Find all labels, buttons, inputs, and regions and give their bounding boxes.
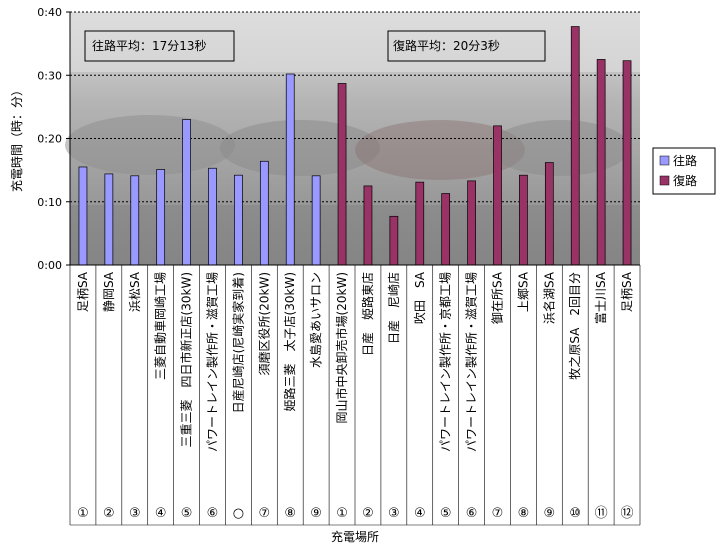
category-marker: ③ — [129, 506, 141, 521]
category-label: 吹田 SA — [413, 271, 427, 324]
svg-text:復路平均：20分3秒: 復路平均：20分3秒 — [393, 38, 500, 53]
y-tick-label: 0:10 — [37, 196, 62, 209]
category-marker: ⑨ — [543, 506, 555, 521]
y-tick-label: 0:00 — [37, 259, 62, 272]
category-label: 足柄SA — [620, 271, 634, 312]
category-label: 岡山市中央卸売市場(20kW) — [334, 272, 349, 423]
category-marker: ⑦ — [258, 506, 270, 521]
bar — [363, 185, 373, 266]
bar — [104, 173, 114, 266]
bar — [570, 26, 580, 266]
category-marker: ④ — [414, 506, 426, 521]
category-label: 三菱自動車岡崎工場 — [154, 272, 168, 380]
bar — [78, 166, 88, 266]
bar — [337, 83, 347, 266]
bar — [156, 169, 166, 266]
category-marker: ⑥ — [466, 506, 478, 521]
annotation-return-avg: 復路平均：20分3秒 — [387, 30, 546, 62]
category-marker: ○ — [233, 506, 244, 521]
bar — [130, 175, 140, 266]
category-marker: ⑦ — [492, 506, 504, 521]
category-label: 日産 尼崎店 — [386, 272, 401, 344]
y-tick-label: 0:20 — [37, 133, 62, 146]
category-marker: ① — [77, 506, 89, 521]
bar — [519, 174, 528, 266]
bar — [182, 119, 191, 266]
category-marker: ⑧ — [518, 506, 530, 521]
y-tick-label: 0:40 — [37, 6, 62, 19]
category-marker: ④ — [155, 506, 167, 521]
bar — [493, 125, 502, 266]
category-label: 御在所SA — [490, 271, 505, 324]
category-marker: ⑤ — [440, 506, 452, 521]
annotation-outbound-avg: 往路平均：17分13秒 — [84, 30, 235, 62]
category-label: 上郷SA — [516, 271, 530, 312]
legend-swatch-outbound — [659, 155, 670, 166]
category-marker: ⑫ — [621, 506, 634, 521]
category-label: パワートレイン製作所・滋賀工場 — [465, 272, 479, 452]
category-label: 水島愛あいサロン — [308, 272, 323, 368]
legend-label-outbound: 往路 — [673, 153, 697, 168]
bar — [285, 73, 295, 266]
category-marker: ⑥ — [207, 506, 219, 521]
category-label: 静岡SA — [102, 271, 116, 312]
x-axis-label: 充電場所 — [331, 529, 379, 544]
bar — [622, 60, 632, 266]
bar — [389, 215, 399, 266]
legend-swatch-return — [659, 175, 670, 186]
bar — [208, 167, 217, 266]
bar — [311, 175, 321, 266]
bar — [596, 59, 606, 266]
y-tick-labels: 0:00 0:10 0:20 0:30 0:40 — [37, 6, 70, 272]
category-marker: ⑤ — [181, 506, 193, 521]
category-marker: ⑧ — [284, 506, 296, 521]
legend-label-return: 復路 — [673, 173, 697, 188]
y-axis-label: 充電時間（時：分） — [9, 84, 24, 192]
category-label: 三重三菱 四日市新正店(30kW) — [179, 272, 194, 447]
bar — [441, 193, 451, 266]
category-marker: ⑪ — [595, 506, 608, 521]
category-marker: ⑨ — [310, 506, 322, 521]
category-marker: ③ — [388, 506, 400, 521]
bar — [544, 162, 554, 266]
bars — [78, 26, 632, 266]
category-label: 浜名湖SA — [541, 271, 556, 324]
category-label: 牧之原SA 2回目分 — [568, 272, 582, 380]
category-label: 浜松SA — [128, 271, 142, 312]
category-label: 日産尼崎店(尼崎実家到着) — [230, 272, 245, 413]
bar — [415, 181, 425, 266]
x-tick-labels: 足柄SA ① 静岡SA ② 浜松SA ③ 三菱自動車岡崎工場 ④ 三重三菱 四日市新正店(30k… — [69, 265, 641, 526]
bar — [234, 174, 243, 266]
category-label: 日産 姫路東店 — [360, 272, 375, 356]
category-label: 須磨区役所(20kW) — [256, 272, 271, 375]
gridlines — [70, 11, 640, 203]
category-label: 姫路三菱 太子店(30kW) — [282, 272, 297, 411]
category-label: パワートレイン製作所・滋賀工場 — [206, 272, 220, 452]
category-marker: ② — [103, 506, 115, 521]
category-label: パワートレイン製作所・京都工場 — [439, 272, 453, 452]
category-marker: ① — [336, 506, 348, 521]
legend: 往路 復路 — [652, 147, 716, 195]
bar — [259, 160, 269, 266]
category-marker: ⑩ — [569, 506, 581, 521]
category-marker: ② — [362, 506, 374, 521]
y-tick-label: 0:30 — [37, 69, 62, 82]
category-label: 富士川SA — [593, 271, 608, 324]
category-label: 足柄SA — [76, 271, 90, 312]
bar — [467, 180, 476, 266]
svg-text:往路平均：17分13秒: 往路平均：17分13秒 — [92, 38, 207, 53]
